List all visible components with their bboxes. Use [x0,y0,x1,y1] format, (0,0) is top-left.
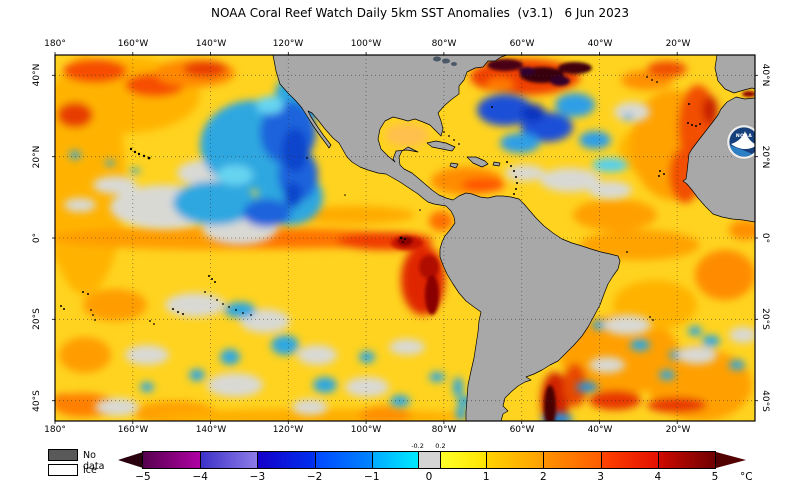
colorbar-segment-3-to-4 [600,452,658,468]
lon-label-bottom-5: 80°W [431,425,457,435]
great-lakes [433,56,457,66]
colorbar-tick-9: 4 [654,471,662,483]
lon-label-top-2: 140°W [195,39,227,49]
sst-anomaly-field: NOAA [55,55,755,421]
lon-label-bottom-8: 20°W [665,425,691,435]
lat-label-right-2: 0° [760,232,770,244]
lon-label-bottom-7: 40°W [587,425,613,435]
lat-label-right-0: 40°N [760,63,770,87]
lon-label-top-1: 160°W [117,39,149,49]
lon-label-bottom-6: 60°W [509,425,535,435]
colorbar-tick-0: −5 [135,471,151,483]
colorbar-segment--3-to--2 [257,452,315,468]
lon-label-top-5: 80°W [431,39,457,49]
no-data-swatch [48,449,78,461]
warm-anomaly-patches [55,55,755,421]
lat-label-left-1: 20°N [32,145,42,169]
colorbar-tick-5: 0 [425,471,433,483]
graticule-gridlines [55,55,755,421]
colorbar-segment-0.2-to-1 [440,452,487,468]
colorbar-tick-10: 5 [711,471,719,483]
lon-label-bottom-3: 120°W [272,425,304,435]
page-title: NOAA Coral Reef Watch Daily 5km SST Anom… [210,6,630,20]
sst-anomaly-map: NOAA [52,52,758,424]
colorbar-segment-1-to-2 [486,452,544,468]
extreme-warm-cores [391,59,755,421]
lon-label-bottom-2: 140°W [195,425,227,435]
lat-label-right-4: 40°S [760,390,770,412]
lon-label-top-0: 180° [44,39,66,49]
lon-label-bottom-4: 100°W [350,425,382,435]
lon-label-top-6: 60°W [509,39,535,49]
cool-anomaly-patches [64,71,755,421]
land-cuba [426,140,456,152]
colorbar-unit: °C [740,471,753,483]
colorbar-tick-7: 2 [540,471,547,483]
lon-label-top-3: 120°W [272,39,304,49]
colorbar-segment--0.2-to-0.2 [417,452,441,468]
colorbar-subtick-1: 0.2 [435,442,446,450]
lon-label-bottom-1: 160°W [117,425,149,435]
ice-label: Ice [83,465,97,476]
ice-swatch [48,464,78,476]
colorbar-subtick-0: -0.2 [411,442,424,450]
no-data-label: No data [83,450,105,472]
lon-label-top-8: 20°W [665,39,691,49]
lat-label-left-3: 20°S [32,308,42,330]
colorbar-segment-4-to-5 [657,452,715,468]
lat-label-left-0: 40°N [32,63,42,87]
colorbar-tick-2: −3 [249,471,266,483]
noaa-seagull-icon [731,131,755,149]
colorbar-right-arrow [716,452,746,468]
lon-label-bottom-0: 180° [44,425,66,435]
land-iberia [714,55,755,94]
anomaly-colorbar: °C −5 −4 −3 −2 −1 0 1 2 3 4 5 -0.2 0.2 [118,442,758,488]
colorbar-segment--4-to--3 [200,452,258,468]
land-jamaica [449,162,459,169]
colorbar-tick-6: 1 [482,471,490,483]
lat-label-right-3: 20°S [760,308,770,330]
noaa-logo-sea [729,145,752,157]
colorbar-segment--1-to--0.2 [371,452,418,468]
map-frame [52,52,758,424]
colorbar-tick-3: −2 [306,471,323,483]
land-puerto-rico [492,161,501,167]
lat-label-left-2: 0° [32,232,42,244]
lon-label-top-7: 40°W [587,39,613,49]
map-area: NOAA [52,52,758,424]
land-americas [272,55,621,421]
lat-label-left-4: 40°S [32,390,42,412]
colorbar-segment--2-to--1 [314,452,372,468]
colorbar-body [143,452,715,468]
colorbar-left-arrow [118,452,143,468]
lat-label-right-1: 20°N [760,145,770,169]
noaa-logo: NOAA [726,124,755,160]
colorbar-tick-1: −4 [192,471,208,483]
colorbar-tick-4: −1 [364,471,380,483]
colorbar-segment-2-to-3 [543,452,601,468]
colorbar-tick-8: 3 [597,471,604,483]
noaa-logo-text: NOAA [736,133,752,139]
lon-label-top-4: 100°W [350,39,382,49]
colorbar-segment--5-to--4 [143,452,201,468]
